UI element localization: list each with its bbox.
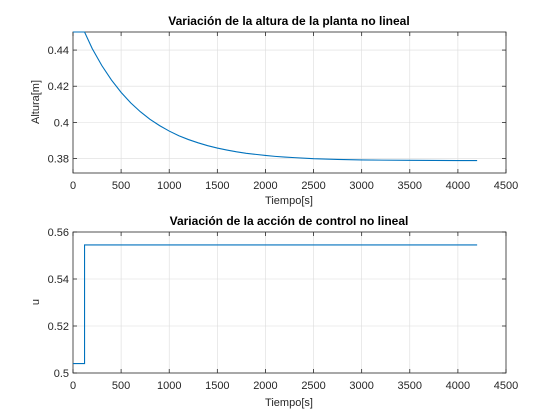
x-tick-label: 2000 [253,380,277,392]
x-tick-label: 1000 [157,380,181,392]
control-plot-ticks: 0 500 1000 1500 2000 2500 3000 3500 4000 4500 0.5 0… [48,227,519,392]
y-tick-label: 0.4 [54,117,69,129]
height-plot: Variación de la altura de la planta no l… [30,14,518,207]
control-plot-title: Variación de la acción de control no lin… [170,214,409,228]
x-tick-label: 4500 [494,180,518,192]
x-tick-label: 500 [112,180,130,192]
height-plot-grid [73,32,506,173]
x-tick-label: 1000 [157,180,181,192]
x-tick-label: 0 [70,380,76,392]
x-tick-label: 2500 [301,180,325,192]
control-plot-grid [73,232,506,373]
x-tick-label: 4000 [446,380,470,392]
x-tick-label: 3500 [398,180,422,192]
y-tick-label: 0.54 [48,274,69,286]
x-tick-label: 1500 [205,180,229,192]
x-tick-label: 3000 [349,180,373,192]
y-tick-label: 0.5 [54,368,69,380]
height-plot-title: Variación de la altura de la planta no l… [168,14,409,28]
control-plot-xlabel: Tiempo[s] [265,397,313,409]
height-plot-ylabel: Altura[m] [30,80,42,124]
x-tick-label: 3500 [398,380,422,392]
control-plot: Variación de la acción de control no lin… [30,214,518,409]
control-plot-axes [72,231,507,374]
x-tick-label: 4000 [446,180,470,192]
series-line [73,244,478,365]
height-plot-ticks: 0 500 1000 1500 2000 2500 3000 3500 4000 4500 0.38… [48,32,518,192]
y-tick-label: 0.44 [48,45,69,57]
height-plot-axes [72,31,507,174]
x-tick-label: 1500 [205,380,229,392]
height-plot-series [73,31,478,162]
x-tick-label: 2000 [253,180,277,192]
x-tick-label: 0 [70,180,76,192]
x-tick-label: 3000 [349,380,373,392]
control-plot-series [73,244,478,365]
x-tick-label: 4500 [494,380,518,392]
y-tick-label: 0.52 [48,321,69,333]
height-plot-xlabel: Tiempo[s] [265,195,313,207]
y-tick-label: 0.42 [48,81,69,93]
control-plot-ylabel: u [30,299,42,305]
series-line [73,31,478,162]
y-tick-label: 0.38 [48,154,69,166]
x-tick-label: 2500 [301,380,325,392]
y-tick-label: 0.56 [48,227,69,239]
x-tick-label: 500 [112,380,130,392]
